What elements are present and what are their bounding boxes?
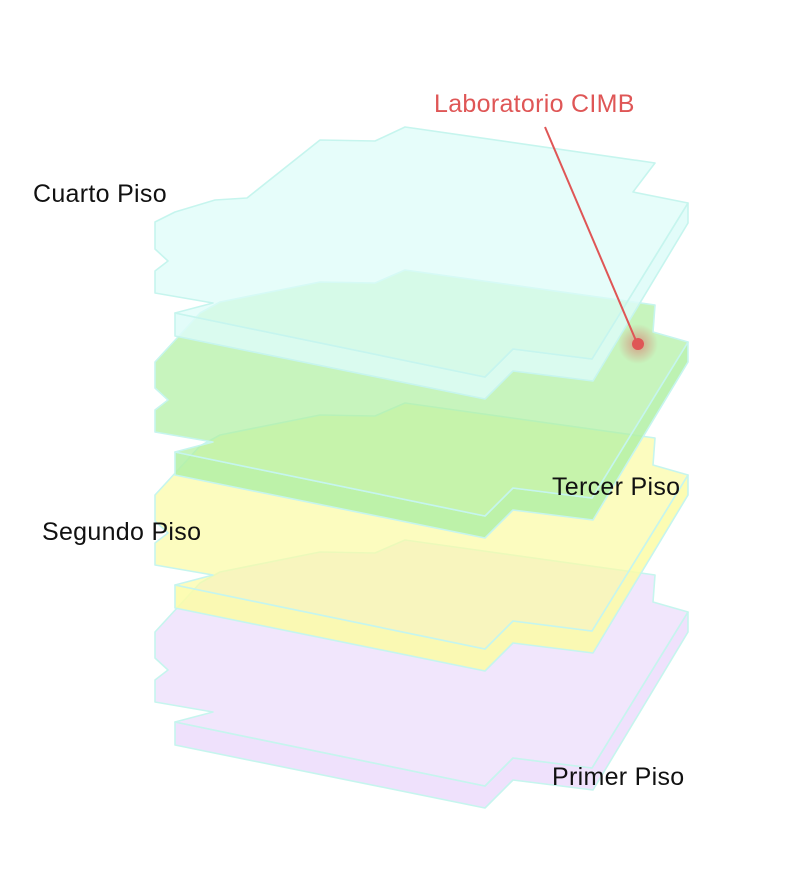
marker-label: Laboratorio CIMB [434,90,635,118]
floor-cuarto-top [154,126,689,378]
marker-leader-line [544,126,638,344]
floor-label-primer: Primer Piso [552,763,685,791]
floor-label-segundo: Segundo Piso [42,518,201,546]
lab-marker: Laboratorio CIMB [434,90,658,364]
floor-cuarto [154,126,689,400]
floor-label-tercer: Tercer Piso [552,473,680,501]
floor-label-cuarto: Cuarto Piso [33,180,167,208]
marker-pin-icon [632,338,644,350]
